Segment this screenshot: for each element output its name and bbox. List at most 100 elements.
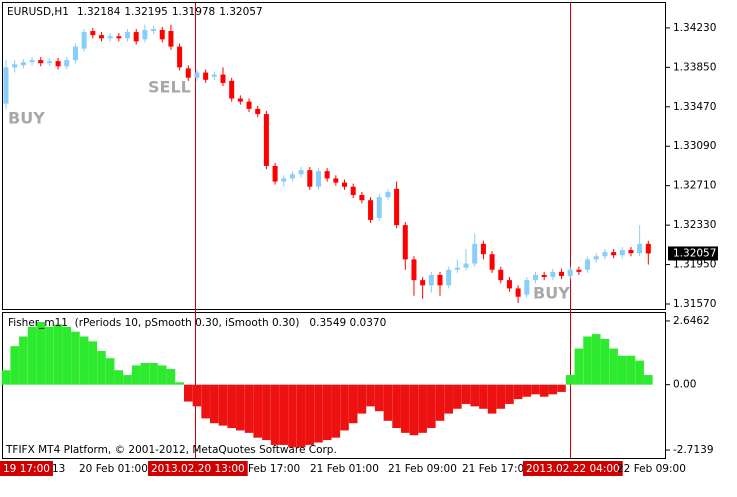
candle-body	[38, 60, 44, 64]
histogram-bar	[157, 365, 167, 385]
candle-body	[628, 250, 634, 254]
histogram-bar	[105, 358, 115, 385]
candle-body	[524, 280, 530, 295]
histogram-bar	[340, 384, 349, 431]
candle-body	[177, 46, 183, 68]
histogram-bar	[644, 375, 653, 385]
candle-body	[446, 269, 452, 286]
histogram-bar	[461, 384, 471, 404]
candle-body	[602, 252, 608, 257]
histogram-bar	[513, 384, 523, 400]
histogram-bar	[10, 346, 19, 385]
histogram-bar	[244, 384, 254, 433]
y-tick-label: 1.31570	[673, 298, 716, 310]
candle-body	[402, 225, 408, 260]
candle-body	[3, 67, 9, 104]
histogram-bar	[175, 382, 184, 385]
histogram-bar	[236, 384, 245, 431]
candle-body	[619, 250, 625, 256]
histogram-bar	[453, 384, 462, 409]
main-panel	[2, 2, 666, 310]
candle-body	[107, 36, 113, 39]
candle-body	[428, 274, 434, 286]
candle-body	[376, 197, 382, 218]
y-tick-label: 1.32330	[673, 219, 716, 231]
time-highlight	[523, 461, 623, 476]
histogram-bar	[374, 384, 384, 412]
histogram-bar	[600, 338, 610, 385]
buy-label: BUY	[8, 109, 45, 128]
histogram-bar	[609, 348, 618, 385]
candle-body	[133, 32, 139, 42]
y-tick-label: 1.31950	[673, 259, 716, 271]
candle-body	[368, 200, 374, 220]
candle-body	[263, 114, 269, 166]
histogram-bar	[427, 384, 436, 429]
y-tick-label: 0.00	[673, 379, 696, 391]
candle-body	[515, 288, 521, 297]
histogram-bar	[322, 384, 332, 441]
candle-body	[185, 68, 191, 78]
histogram-bar	[591, 334, 601, 385]
sell-label: SELL	[148, 78, 191, 97]
candle-body	[211, 74, 217, 77]
candle-body	[385, 191, 391, 198]
histogram-bar	[479, 384, 488, 409]
histogram-bar	[496, 384, 506, 409]
candle-body	[394, 188, 400, 226]
histogram-bar	[79, 336, 89, 385]
time-label: Feb 17:00	[248, 463, 300, 475]
candle-body	[350, 186, 356, 196]
candle-body	[29, 60, 35, 63]
histogram-bar	[574, 348, 584, 385]
histogram-bar	[140, 363, 150, 385]
histogram-bar	[45, 326, 54, 385]
histogram-bar	[531, 384, 540, 395]
histogram-bar	[366, 384, 375, 407]
histogram-bar	[470, 384, 480, 407]
time-highlight	[0, 461, 53, 476]
histogram-bar	[131, 365, 141, 385]
histogram-bar	[253, 384, 263, 438]
histogram-bar	[166, 369, 176, 385]
histogram-bar	[409, 384, 419, 436]
y-tick-label: 1.33090	[673, 140, 716, 152]
time-label: 13	[52, 463, 65, 475]
histogram-bar	[400, 384, 410, 433]
candle-body	[203, 72, 209, 80]
histogram-bar	[435, 384, 445, 421]
y-tick-label: -2.7139	[673, 444, 714, 456]
time-label: 2013.02.20 13:00	[151, 463, 245, 475]
candle-body	[411, 259, 417, 281]
histogram-bar	[305, 384, 315, 445]
candle-body	[541, 274, 547, 278]
histogram-bar	[635, 360, 644, 385]
candle-body	[220, 74, 226, 83]
y-tick-label: 2.6462	[673, 315, 710, 327]
histogram-bar	[53, 324, 63, 385]
histogram-bar	[357, 384, 367, 414]
candle-body	[315, 171, 321, 187]
header-value: 1.32057	[219, 6, 262, 18]
candle-body	[645, 243, 651, 254]
candle-body	[585, 259, 591, 270]
symbol: EURUSD,H1	[7, 6, 69, 18]
last-price-box	[668, 246, 718, 261]
histogram-bar	[279, 384, 289, 445]
histogram-bar	[418, 384, 427, 433]
histogram-bar	[210, 384, 219, 424]
header-value: 1.31978	[172, 6, 215, 18]
candle-body	[454, 267, 460, 270]
candle-body	[576, 269, 582, 272]
candle-body	[72, 46, 78, 61]
histogram-bar	[617, 355, 627, 385]
histogram-bar	[27, 326, 37, 385]
candle-body	[255, 108, 261, 115]
candle-body	[159, 29, 165, 40]
histogram-bar	[227, 384, 236, 429]
histogram-bar	[626, 355, 636, 385]
candle-body	[46, 61, 52, 64]
candle-body	[246, 101, 252, 109]
histogram-bar	[270, 384, 280, 445]
